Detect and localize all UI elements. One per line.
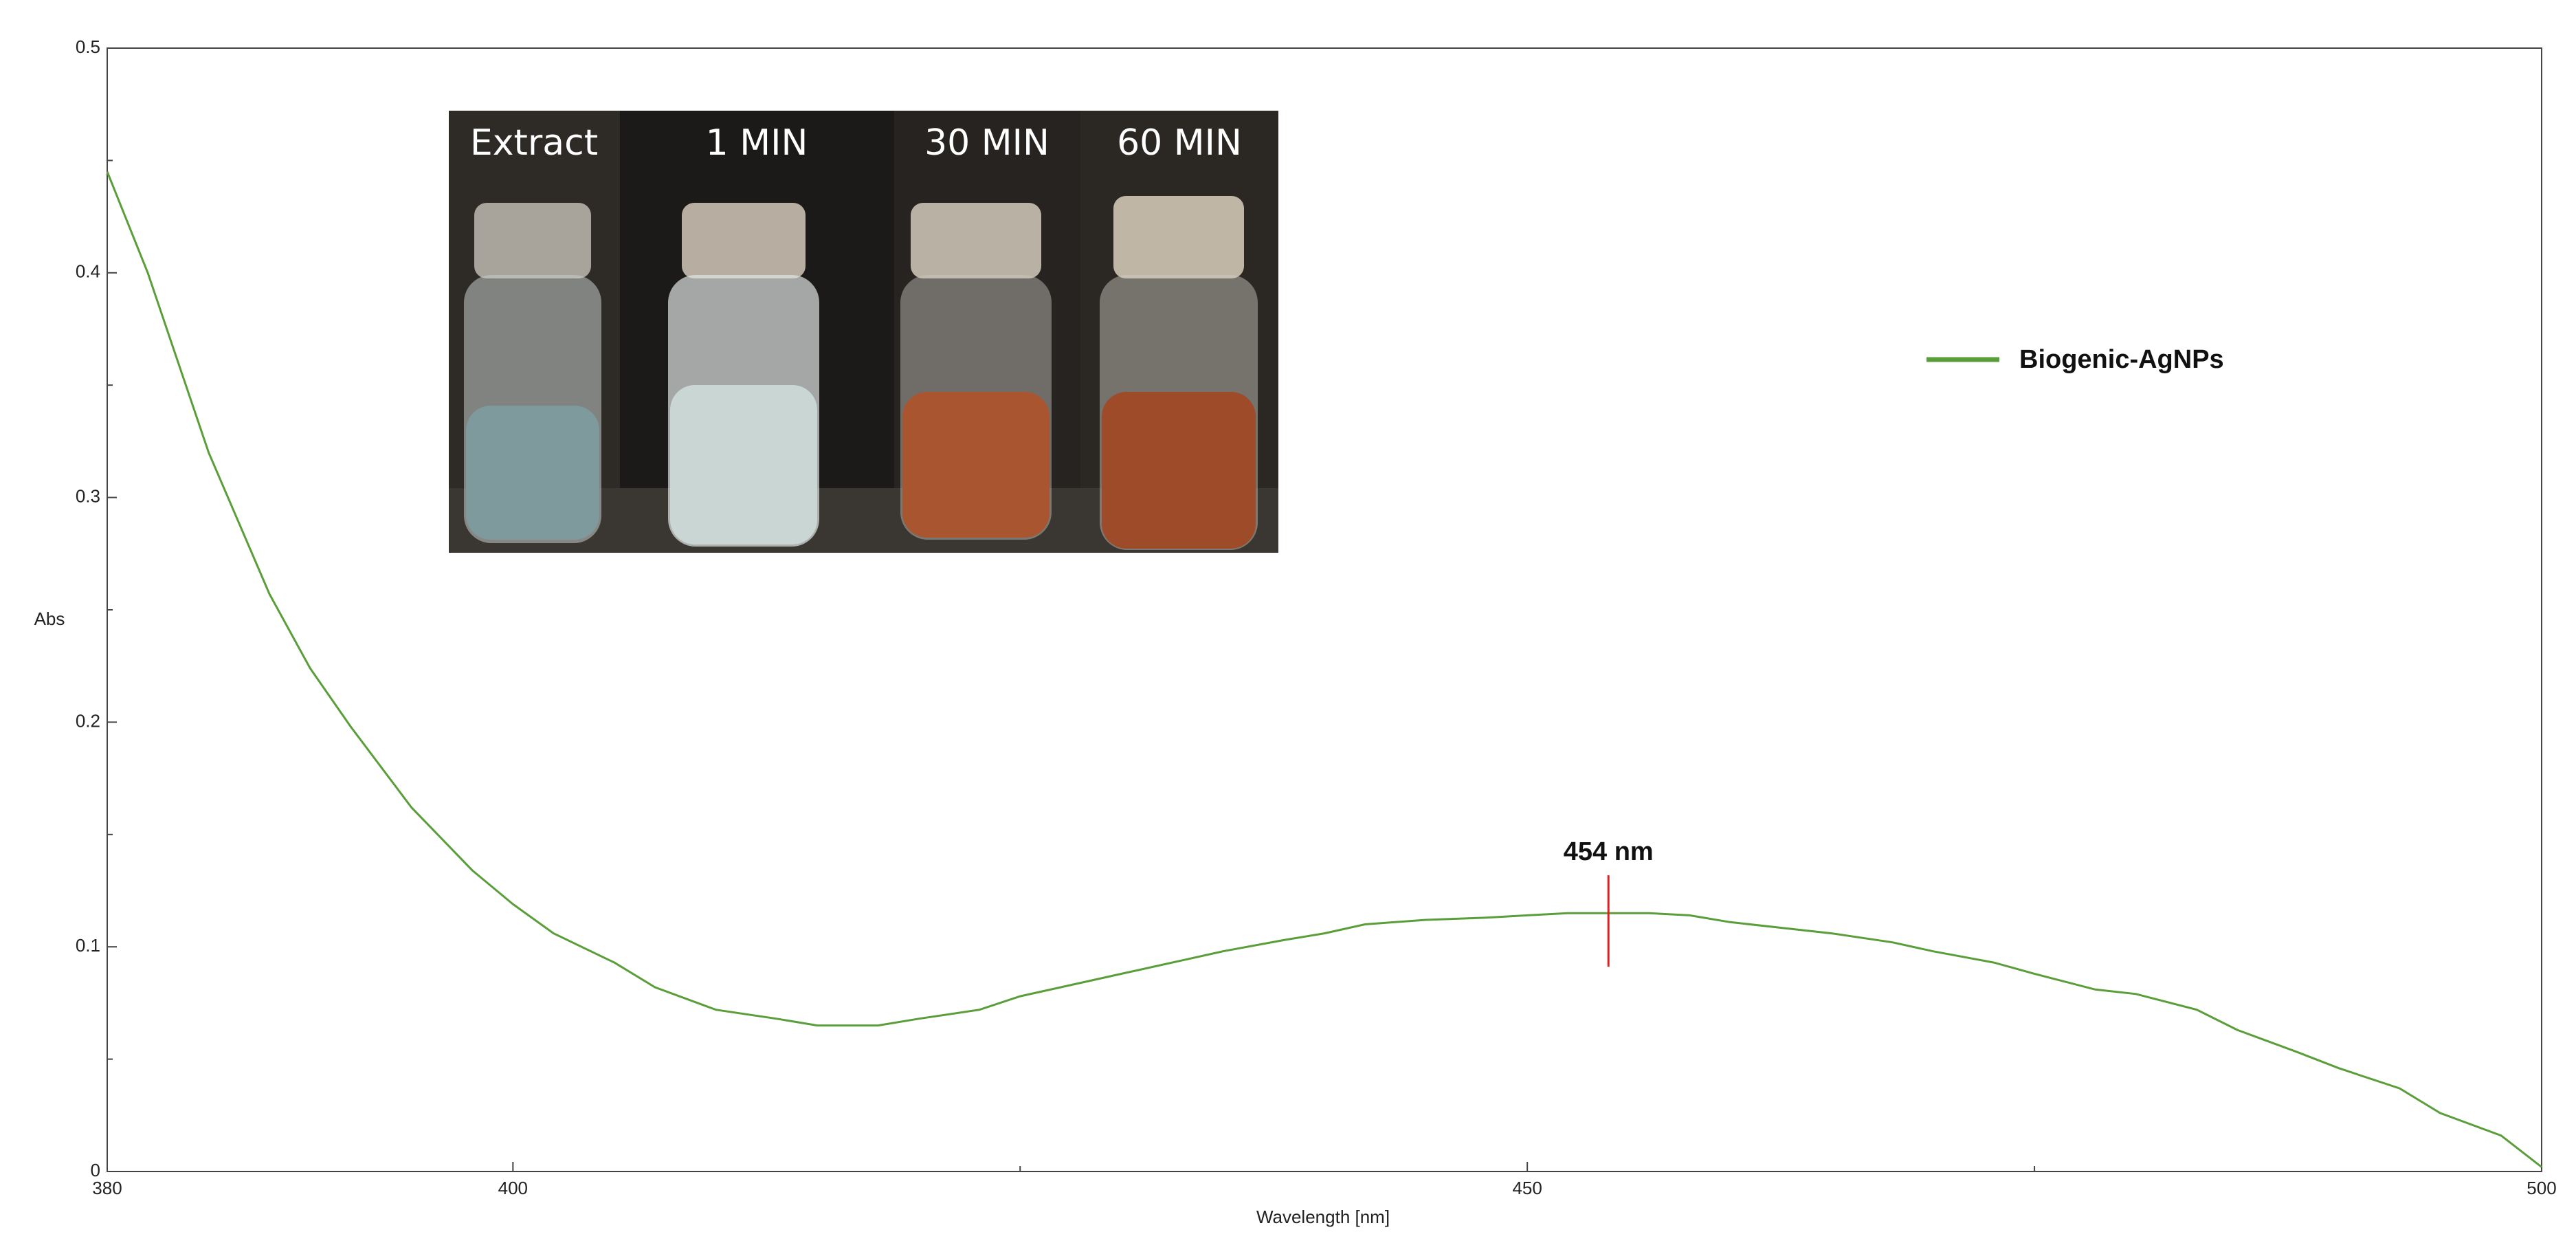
legend-label: Biogenic-AgNPs [2019,345,2224,374]
y-tick-label: 0.2 [76,710,100,731]
y-tick-label: 0 [91,1160,100,1180]
data-line [106,171,2542,1168]
inset-label: 30 MIN [924,122,1050,164]
x-tick-label: 450 [1512,1178,1542,1198]
y-tick-label: 0.4 [76,261,100,282]
annotation-label: 454 nm [1564,837,1654,866]
y-tick-label: 0.3 [76,485,100,506]
y-axis-label: Abs [34,608,65,629]
inset-label: Extract [470,122,598,164]
inset-label: 60 MIN [1117,122,1242,164]
inset-photo [449,111,1278,553]
x-axis-label: Wavelength [nm] [1256,1207,1390,1227]
x-tick-label: 380 [92,1178,122,1198]
inset-label: 1 MIN [706,122,808,164]
y-tick-label: 0.5 [76,36,100,57]
y-tick-label: 0.1 [76,935,100,956]
x-tick-label: 500 [2527,1178,2556,1198]
x-tick-label: 400 [498,1178,528,1198]
